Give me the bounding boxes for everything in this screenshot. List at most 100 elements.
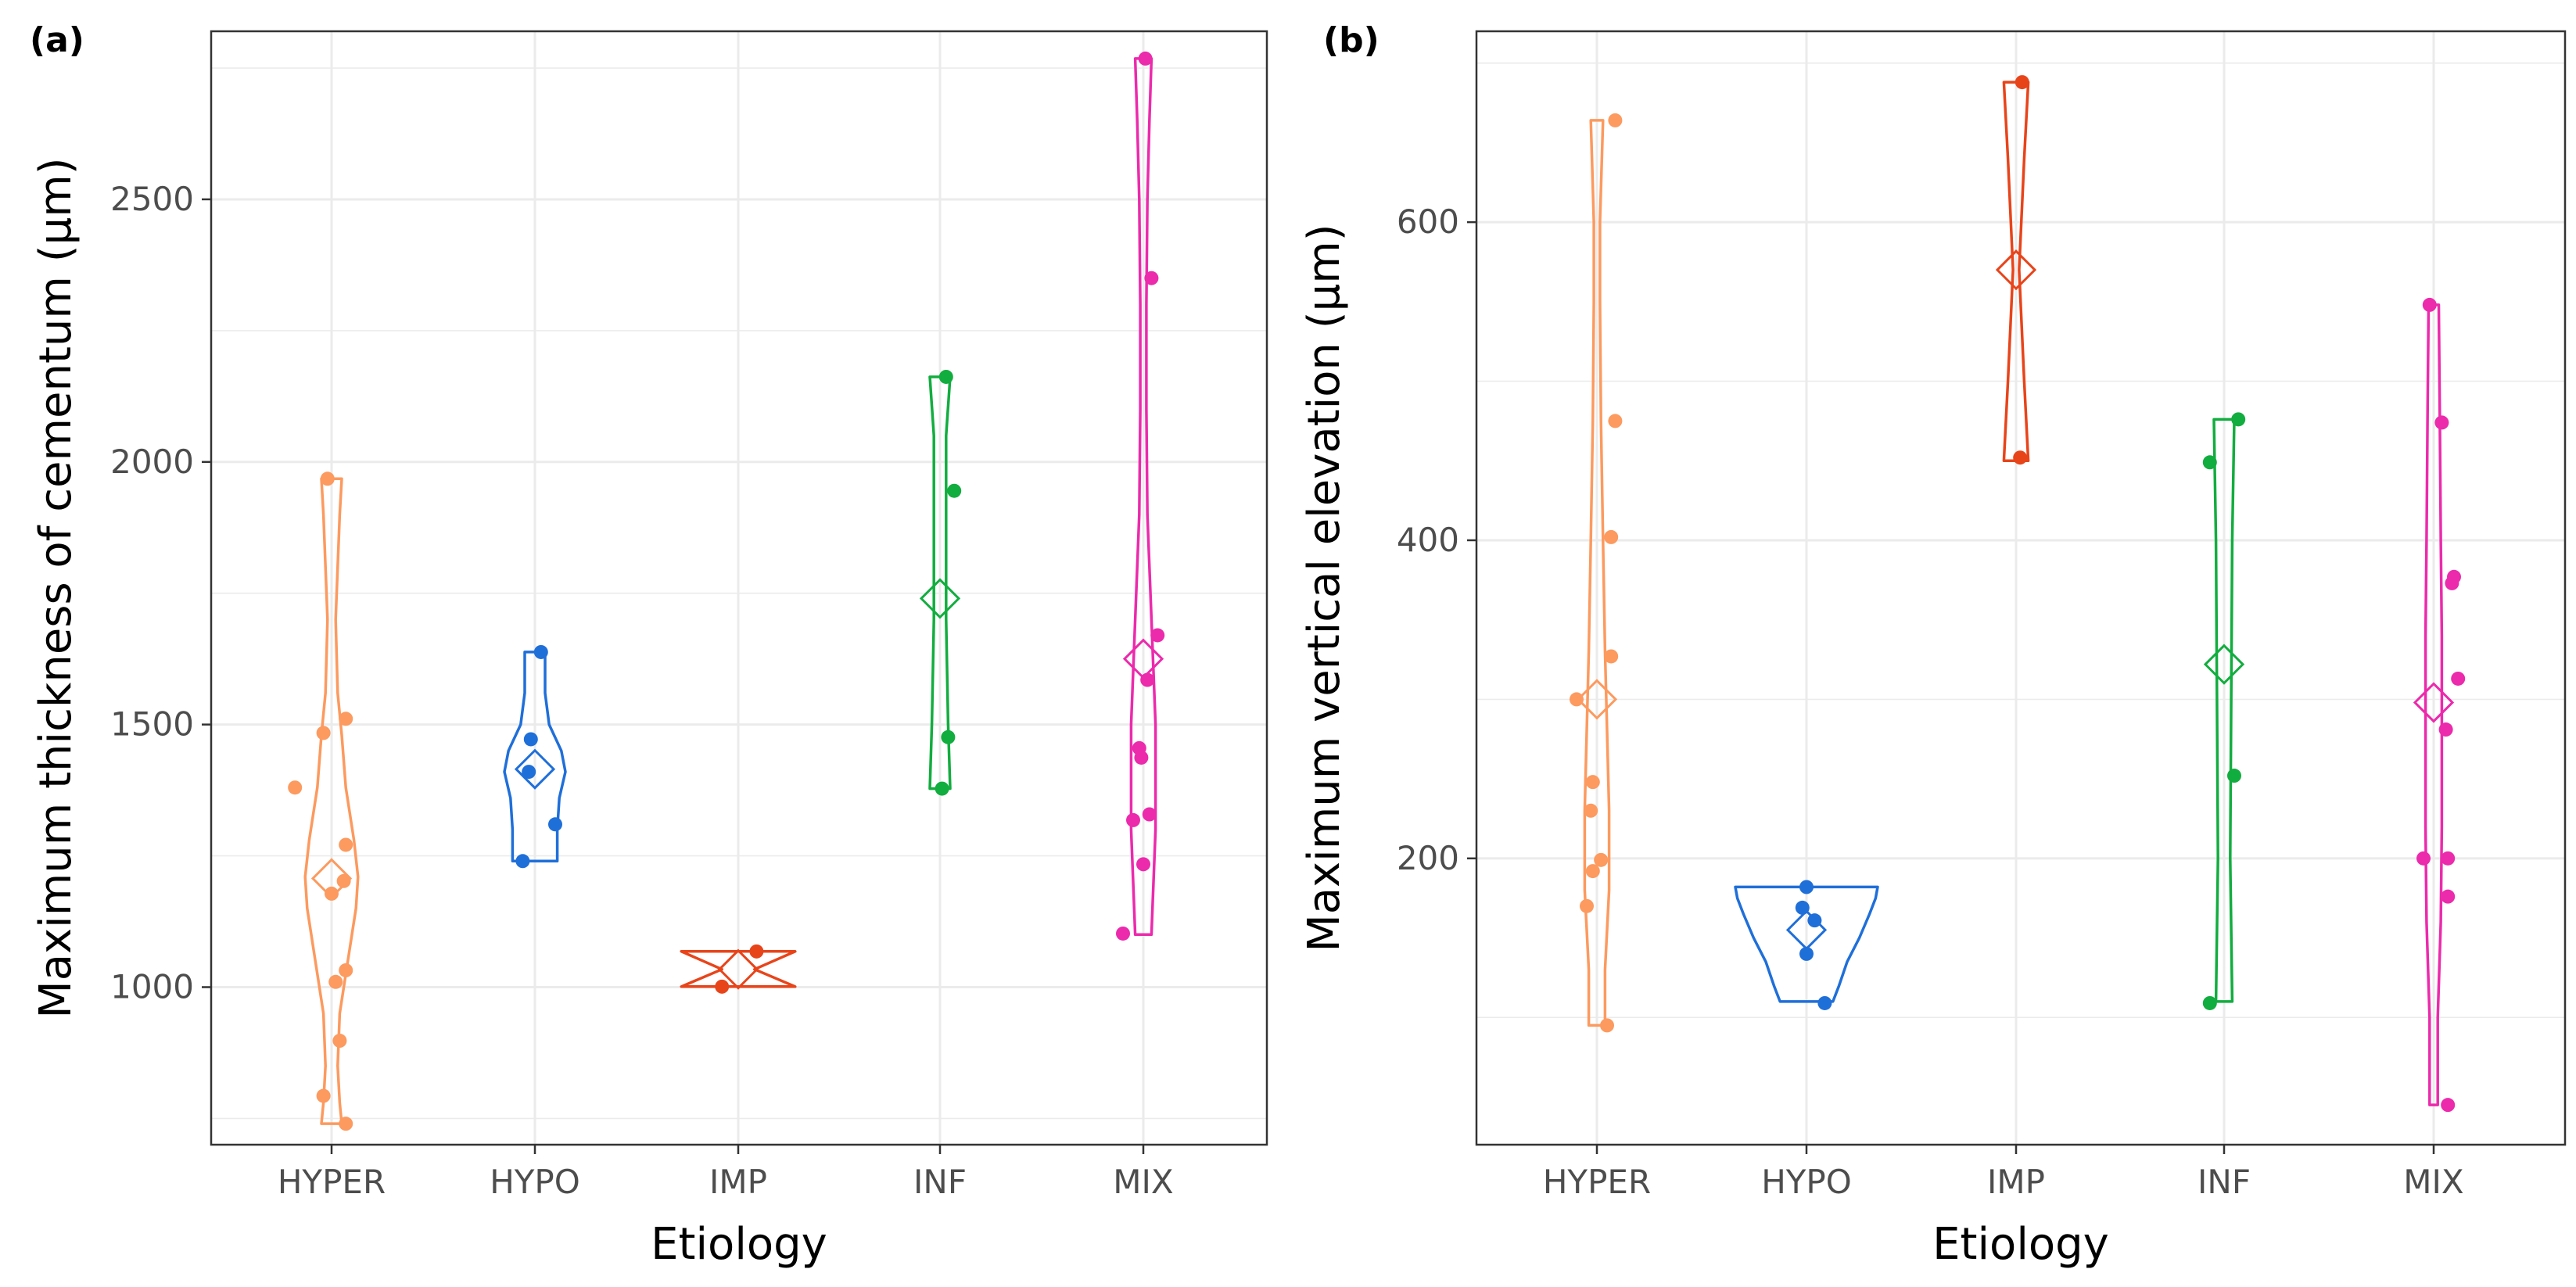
data-point-mix xyxy=(1136,857,1150,872)
data-point-hyper xyxy=(1594,852,1609,867)
data-point-hyper xyxy=(339,837,353,852)
data-point-mix xyxy=(2441,1098,2456,1113)
data-point-mix xyxy=(1116,926,1130,941)
data-point-mix xyxy=(1150,628,1165,643)
data-point-hyper xyxy=(339,963,353,977)
mean-marker-inf xyxy=(919,578,961,619)
data-point-hypo xyxy=(1817,995,1832,1010)
y-tick-label: 2000 xyxy=(110,443,194,481)
data-point-hyper xyxy=(320,471,335,486)
data-point-hyper xyxy=(1585,775,1600,790)
mean-marker-hypo xyxy=(514,748,556,790)
panel-b-points xyxy=(1570,75,2466,1113)
x-tick-label-inf: INF xyxy=(2197,1163,2251,1201)
panel-b-background xyxy=(1476,31,2565,1145)
data-point-hyper xyxy=(328,974,343,989)
panel-b-label: (b) xyxy=(1323,20,1379,60)
y-tick-label: 1000 xyxy=(110,967,194,1006)
data-point-mix xyxy=(2451,671,2466,686)
data-point-inf xyxy=(935,781,949,796)
y-tick-label: 600 xyxy=(1397,203,1459,241)
data-point-hyper xyxy=(1585,864,1600,879)
y-tick-label: 200 xyxy=(1397,839,1459,877)
data-point-hypo xyxy=(1799,880,1814,894)
mean-marker-mix xyxy=(2413,682,2455,723)
data-point-mix xyxy=(2434,415,2449,430)
violin-hyper xyxy=(1583,119,1611,1027)
data-point-hyper xyxy=(1604,649,1619,664)
data-point-hyper xyxy=(1580,898,1594,913)
data-point-hyper xyxy=(339,1117,353,1131)
y-tick-label: 1500 xyxy=(110,705,194,744)
y-tick-label: 2500 xyxy=(110,180,194,218)
x-tick-label-inf: INF xyxy=(913,1163,967,1201)
panel-b-means xyxy=(1576,249,2455,951)
x-tick-label-mix: MIX xyxy=(1113,1163,1173,1201)
data-point-imp xyxy=(2013,450,2028,465)
data-point-mix xyxy=(1142,807,1157,822)
x-tick-label-hypo: HYPO xyxy=(490,1163,580,1201)
data-point-mix xyxy=(1144,271,1159,285)
data-point-imp xyxy=(749,944,764,959)
x-tick-label-imp: IMP xyxy=(709,1163,767,1201)
mean-marker-hyper xyxy=(1576,679,1618,720)
violin-imp xyxy=(680,950,797,988)
data-point-hypo xyxy=(548,817,562,832)
data-point-mix xyxy=(1134,750,1149,765)
data-point-hyper xyxy=(339,712,353,726)
x-tick-label-hyper: HYPER xyxy=(1543,1163,1651,1201)
data-point-hypo xyxy=(523,732,538,747)
data-point-hyper xyxy=(1600,1018,1614,1033)
violin-mix xyxy=(1129,57,1157,937)
data-point-hyper xyxy=(325,886,339,901)
data-point-hypo xyxy=(522,765,536,780)
data-point-inf xyxy=(938,369,953,384)
data-point-hyper xyxy=(1608,414,1623,428)
data-point-mix xyxy=(2416,851,2431,866)
panel-b-x-axis-title: Etiology xyxy=(1932,1219,2109,1270)
panel-a-x-axis-title: Etiology xyxy=(651,1219,827,1270)
data-point-inf xyxy=(2202,455,2217,470)
panel-a-y-ticks: 1000 1500 2000 2500 xyxy=(110,180,211,1006)
mean-marker-inf xyxy=(2203,644,2245,685)
panel-b-x-ticks: HYPER HYPO IMP INF MIX xyxy=(1543,1145,2464,1201)
violin-hypo xyxy=(1734,885,1879,1003)
x-tick-label-hypo: HYPO xyxy=(1761,1163,1852,1201)
data-point-hypo xyxy=(515,854,530,869)
data-point-mix xyxy=(2438,722,2453,737)
data-point-inf xyxy=(2227,769,2241,783)
mean-marker-hypo xyxy=(1785,909,1828,951)
data-point-mix xyxy=(2422,297,2437,312)
data-point-hyper xyxy=(1604,529,1619,544)
panel-b-y-ticks: 200 400 600 xyxy=(1397,203,1476,877)
mean-marker-imp xyxy=(717,948,759,990)
data-point-mix xyxy=(2441,851,2456,866)
data-point-mix xyxy=(2441,889,2456,904)
data-point-inf xyxy=(941,730,956,744)
panel-a-label: (a) xyxy=(30,20,84,60)
data-point-inf xyxy=(2202,995,2217,1010)
mean-marker-hyper xyxy=(310,858,353,899)
violin-inf xyxy=(2212,418,2236,1003)
data-point-mix xyxy=(2447,569,2461,584)
data-point-hyper xyxy=(316,726,331,740)
panel-a-points xyxy=(288,51,1165,1131)
x-tick-label-hyper: HYPER xyxy=(278,1163,386,1201)
violin-hypo xyxy=(503,651,567,863)
data-point-mix xyxy=(1138,51,1153,66)
data-point-imp xyxy=(2015,75,2029,90)
panel-b-border xyxy=(1475,30,2567,1146)
panel-b-y-axis-title: Maximum vertical elevation (μm) xyxy=(1299,224,1350,952)
data-point-hyper xyxy=(1584,803,1598,818)
mean-marker-mix xyxy=(1122,638,1164,679)
data-point-hyper xyxy=(316,1088,331,1103)
x-tick-label-mix: MIX xyxy=(2403,1163,2463,1201)
data-point-hyper xyxy=(288,780,303,795)
data-point-hyper xyxy=(332,1034,347,1049)
data-point-inf xyxy=(2231,412,2246,427)
violin-inf xyxy=(928,375,952,790)
panel-a-x-ticks: HYPER HYPO IMP INF MIX xyxy=(278,1145,1174,1201)
data-point-hypo xyxy=(533,644,548,659)
